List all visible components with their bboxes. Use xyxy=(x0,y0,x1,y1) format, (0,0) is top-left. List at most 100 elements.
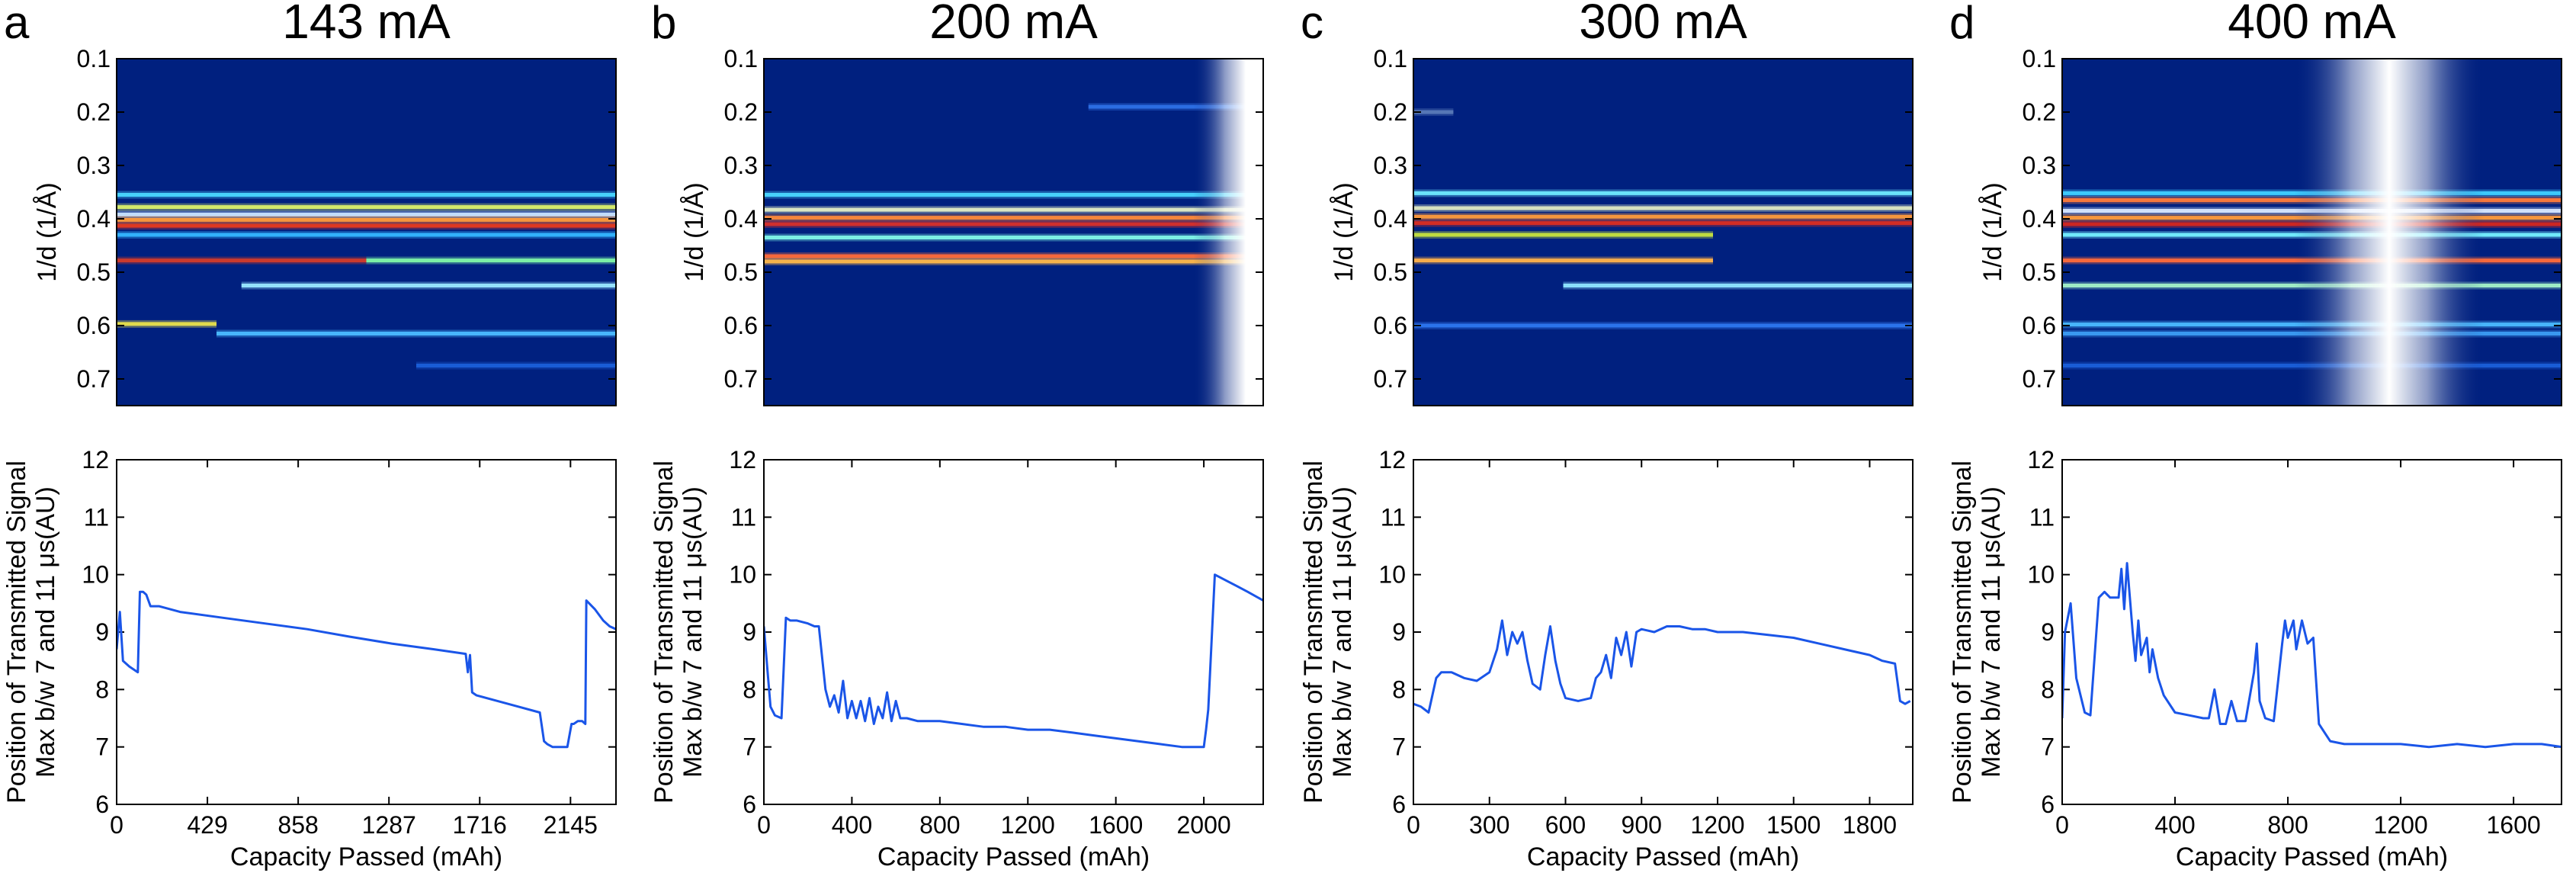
heatmap-ytick-label: 0.3 xyxy=(77,152,111,179)
heatmap-ytick-label: 0.6 xyxy=(77,312,111,339)
plot-ylabel-line: Max b/w 7 and 11 μs(AU) xyxy=(1328,486,1357,778)
heatmap-band xyxy=(764,207,1263,212)
plot-xtick-label: 1200 xyxy=(2373,811,2427,839)
plot-xtick-label: 2000 xyxy=(1176,811,1230,839)
plot-xlabel: Capacity Passed (mAh) xyxy=(230,842,502,871)
plot-xtick-label: 0 xyxy=(1407,811,1420,839)
heatmap-ytick-label: 0.4 xyxy=(724,205,758,233)
heatmap-band xyxy=(1563,284,1913,287)
plot-background xyxy=(117,460,616,804)
heatmap-band xyxy=(117,212,616,217)
heatmap-ytick-label: 0.7 xyxy=(1374,365,1407,393)
panel-c: c 300 mA 0.1 0.2 0.3 0.4 0.5 0.6 0.7 1/d (1/Å) 6 7 8… xyxy=(1299,0,1914,871)
heatmap-ytick-label: 0.2 xyxy=(724,98,758,126)
panel-letter: d xyxy=(1949,0,1975,48)
heatmap-ylabel: 1/d (1/Å) xyxy=(680,182,709,281)
plot-xtick-label: 429 xyxy=(187,811,227,839)
heatmap-ytick-label: 0.7 xyxy=(77,365,111,393)
heatmap-ylabel: 1/d (1/Å) xyxy=(33,182,62,281)
heatmap-band xyxy=(1413,258,1713,263)
plot-ytick-label: 12 xyxy=(729,446,756,473)
heatmap-band xyxy=(764,222,1263,226)
heatmap-background xyxy=(764,59,1263,406)
heatmap-data-gap xyxy=(2294,59,2485,406)
plot-frame xyxy=(2061,459,2562,805)
panel-title: 300 mA xyxy=(1579,0,1747,49)
plot-ylabel-line: Position of Transmitted Signal xyxy=(1299,461,1328,804)
plot-xtick-label: 2145 xyxy=(544,811,598,839)
plot-xtick-label: 0 xyxy=(110,811,124,839)
plot-ylabel-line: Position of Transmitted Signal xyxy=(1948,461,1977,804)
plot-ytick-label: 8 xyxy=(95,676,109,703)
heatmap-ytick-label: 0.2 xyxy=(77,98,111,126)
plot-xtick-label: 1600 xyxy=(1089,811,1143,839)
plot-ytick-label: 6 xyxy=(95,791,109,818)
heatmap xyxy=(117,59,616,406)
heatmap-band xyxy=(1413,110,1454,114)
plot-ytick-label: 11 xyxy=(84,503,109,531)
heatmap-band xyxy=(1413,233,1713,237)
heatmap-band xyxy=(1413,214,1913,219)
heatmap-band xyxy=(117,258,367,263)
heatmap-ytick-label: 0.5 xyxy=(724,258,758,286)
plot-ytick-label: 9 xyxy=(2041,618,2055,646)
heatmap-ylabel: 1/d (1/Å) xyxy=(1330,182,1359,281)
heatmap-ytick-label: 0.6 xyxy=(2023,312,2056,339)
plot-xtick-label: 800 xyxy=(919,811,960,839)
plot-ytick-label: 9 xyxy=(743,618,756,646)
heatmap-band xyxy=(1413,221,1913,226)
plot-ytick-label: 11 xyxy=(1381,503,1406,531)
heatmap-band xyxy=(1413,191,1913,195)
panel-b: b 200 mA 0.1 0.2 0.3 0.4 0.5 0.6 0.7 1/d (1/Å) 6 7 8… xyxy=(650,0,1264,871)
plot-ytick-label: 7 xyxy=(95,733,109,761)
heatmap-band xyxy=(366,258,616,263)
plot-ylabel-line: Max b/w 7 and 11 μs(AU) xyxy=(1977,486,2006,778)
heatmap-ytick-label: 0.7 xyxy=(724,365,758,393)
heatmap-ylabel: 1/d (1/Å) xyxy=(1978,182,2007,281)
plot-xtick-label: 300 xyxy=(1469,811,1509,839)
plot-xtick-label: 800 xyxy=(2267,811,2308,839)
heatmap xyxy=(2062,59,2562,406)
panel-title: 400 mA xyxy=(2228,0,2396,49)
signal-position-line xyxy=(2062,562,2562,749)
panel-title: 143 mA xyxy=(282,0,451,49)
heatmap-band xyxy=(117,233,616,237)
plot-xtick-label: 600 xyxy=(1545,811,1586,839)
heatmap-band xyxy=(1088,104,1263,109)
signal-position-line xyxy=(764,573,1263,749)
plot-ytick-label: 6 xyxy=(743,791,756,818)
heatmap-band xyxy=(1413,323,1913,328)
plot-ytick-label: 7 xyxy=(2041,733,2055,761)
heatmap-frame xyxy=(1413,58,1914,406)
plot-ytick-label: 12 xyxy=(82,446,109,473)
panel-letter: c xyxy=(1301,0,1323,48)
plot-xtick-label: 1200 xyxy=(1001,811,1055,839)
panel-letter: b xyxy=(651,0,676,48)
heatmap-band xyxy=(764,259,1263,264)
heatmap-ytick-label: 0.4 xyxy=(1374,205,1407,233)
plot-ytick-label: 12 xyxy=(2027,446,2055,473)
signal-position-line xyxy=(1413,619,1911,714)
plot-xtick-label: 1200 xyxy=(1690,811,1744,839)
heatmap xyxy=(764,59,1263,406)
plot-ytick-label: 9 xyxy=(1392,618,1406,646)
panel-a: a 143 mA 0.1 0.2 0.3 0.4 0.5 0.6 0.7 1/d (1/Å) 6 7 8… xyxy=(2,0,617,871)
heatmap-band xyxy=(117,223,616,228)
plot-frame xyxy=(116,459,617,805)
panel-d: d 400 mA 0.1 0.2 0.3 0.4 0.5 0.6 0.7 1/d (1/Å) 6 7 8… xyxy=(1948,0,2562,871)
heatmap-band xyxy=(764,193,1263,197)
heatmap-band xyxy=(241,284,616,287)
heatmap-ytick-label: 0.5 xyxy=(2023,258,2056,286)
heatmap-band xyxy=(764,236,1263,239)
heatmap-ytick-label: 0.1 xyxy=(2023,45,2056,72)
plot-ytick-label: 10 xyxy=(1378,561,1406,589)
heatmap-ytick-label: 0.3 xyxy=(724,152,758,179)
panel-letter: a xyxy=(4,0,30,48)
heatmap-ytick-label: 0.5 xyxy=(1374,258,1407,286)
heatmap-band xyxy=(764,216,1263,220)
heatmap-band xyxy=(1413,206,1913,210)
plot-xlabel: Capacity Passed (mAh) xyxy=(877,842,1150,871)
plot-xtick-label: 0 xyxy=(757,811,771,839)
heatmap-ytick-label: 0.5 xyxy=(77,258,111,286)
